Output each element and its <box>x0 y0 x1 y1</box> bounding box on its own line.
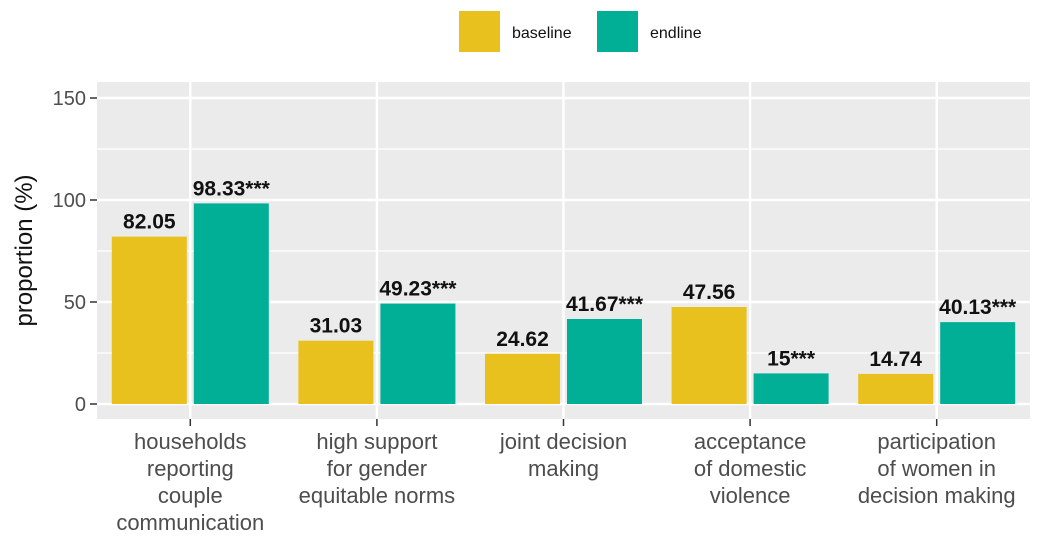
legend-label: baseline <box>512 25 572 42</box>
x-tick-label: households reporting couple communication <box>116 429 264 535</box>
y-tick-label: 50 <box>64 292 86 314</box>
data-label: 47.56 <box>683 281 736 304</box>
bar-baseline <box>858 373 934 404</box>
x-tick-label: joint decision making <box>499 429 627 481</box>
bar-baseline <box>298 340 374 404</box>
bar-endline <box>380 303 456 404</box>
y-tick-label: 0 <box>75 394 86 416</box>
bar-baseline <box>485 353 560 404</box>
bar-endline <box>940 322 1016 404</box>
x-tick-label: participation of women in decision making <box>858 429 1016 508</box>
y-axis: 0 50 100 150 <box>53 88 97 416</box>
x-axis: households reporting couple communication hi… <box>116 419 1016 535</box>
data-labels: 82.05 31.03 24.62 47.56 14.74 98.33*** 49.23**… <box>123 177 1017 371</box>
data-label: 31.03 <box>310 315 363 338</box>
x-tick-label: acceptance of domestic violence <box>694 429 807 508</box>
bar-baseline <box>111 236 187 404</box>
bar-endline <box>567 318 642 404</box>
bars <box>111 203 1016 404</box>
data-label: 24.62 <box>496 328 549 351</box>
gridlines <box>97 82 1030 419</box>
legend: baseline endline <box>459 11 702 52</box>
data-label: 14.74 <box>869 348 922 371</box>
data-label: 82.05 <box>123 211 176 234</box>
legend-swatch-baseline <box>459 11 500 52</box>
bar-endline <box>193 203 269 404</box>
data-label: 15*** <box>767 347 816 370</box>
y-axis-title: proportion (%) <box>11 174 38 326</box>
y-tick-label: 150 <box>53 88 86 110</box>
legend-swatch-endline <box>597 11 638 52</box>
data-label: 41.67*** <box>566 293 644 316</box>
legend-label: endline <box>650 25 702 42</box>
data-label: 49.23*** <box>379 278 457 301</box>
data-label: 98.33*** <box>193 177 271 200</box>
y-tick-label: 100 <box>53 190 86 212</box>
bar-baseline <box>671 306 747 404</box>
data-label: 40.13*** <box>939 296 1017 319</box>
bar-endline <box>753 373 829 404</box>
x-tick-label: high support for gender equitable norms <box>299 429 456 508</box>
